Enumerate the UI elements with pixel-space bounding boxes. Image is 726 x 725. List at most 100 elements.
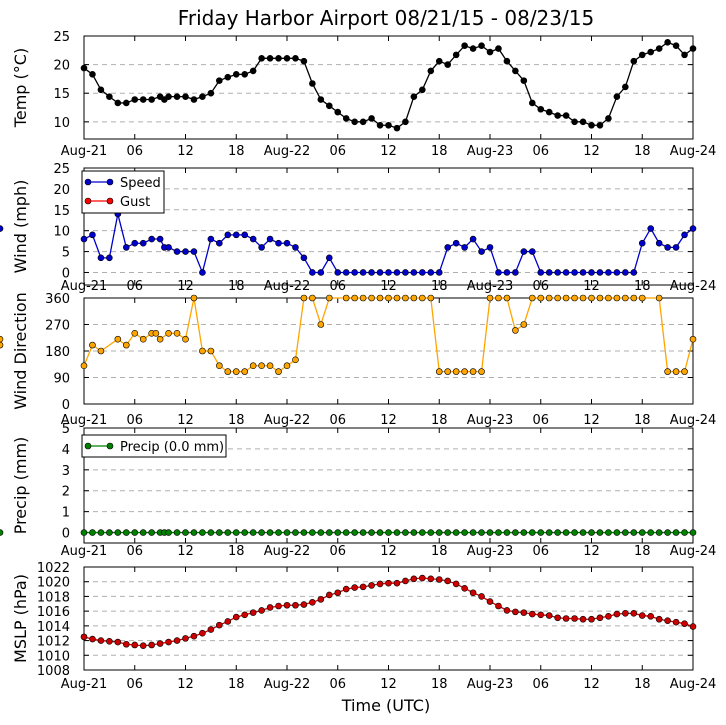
data-point [495, 294, 502, 302]
data-point [224, 73, 232, 81]
data-point [376, 294, 384, 302]
y-tick-label: 1022 [37, 561, 70, 576]
data-point [317, 529, 325, 536]
data-point [419, 574, 426, 582]
data-point [241, 71, 249, 78]
data-point [655, 615, 663, 623]
data-point [165, 638, 172, 646]
y-tick-label: 25 [53, 162, 70, 177]
legend-marker [84, 178, 92, 186]
data-point [647, 225, 655, 232]
data-point [368, 529, 375, 536]
data-point [283, 529, 291, 536]
x-tick-label: 06 [329, 677, 346, 692]
data-point [495, 602, 502, 610]
data-point [249, 529, 257, 536]
data-point [106, 93, 113, 100]
data-point [469, 235, 477, 243]
x-axis-label: Time (UTC) [341, 696, 430, 715]
data-point [419, 86, 426, 94]
y-tick-label: 1014 [37, 620, 70, 635]
data-point [664, 368, 671, 375]
data-point [376, 269, 384, 276]
data-point [622, 269, 629, 276]
data-point [461, 368, 468, 375]
data-point [266, 55, 274, 62]
data-point [376, 121, 384, 129]
y-axis-label: Wind Direction [11, 292, 30, 410]
data-point [562, 615, 570, 622]
legend-marker [106, 442, 114, 450]
data-point [571, 294, 578, 302]
data-point [461, 585, 468, 592]
data-point [317, 321, 325, 328]
data-point [681, 231, 688, 239]
data-point [537, 294, 545, 302]
data-point [232, 71, 240, 78]
y-tick-label: 5 [62, 422, 70, 437]
data-point [266, 235, 274, 243]
x-tick-label: 06 [532, 144, 549, 159]
data-point [444, 244, 452, 251]
data-point [664, 529, 671, 536]
data-point [232, 368, 240, 375]
x-tick-label: Aug-22 [264, 279, 311, 294]
legend-marker [84, 197, 92, 205]
data-point [486, 244, 494, 251]
x-tick-label: 06 [126, 279, 143, 294]
data-point [638, 239, 646, 247]
data-point [689, 335, 697, 343]
x-tick-label: 18 [634, 677, 651, 692]
data-point [562, 112, 570, 119]
data-point [207, 235, 215, 243]
data-point [165, 529, 172, 536]
data-point [199, 529, 206, 536]
data-point [131, 641, 139, 649]
data-point [402, 294, 409, 302]
data-point [554, 112, 561, 119]
data-point [435, 57, 443, 65]
data-point [258, 244, 265, 251]
data-point [148, 641, 155, 649]
x-tick-label: 12 [380, 677, 397, 692]
y-tick-label: 4 [62, 443, 70, 458]
data-point [131, 96, 139, 103]
data-point [596, 269, 604, 276]
data-point [664, 617, 671, 625]
data-point [596, 529, 604, 536]
x-tick-label: 18 [634, 544, 651, 559]
data-point [469, 529, 477, 536]
x-tick-label: 18 [431, 677, 448, 692]
data-point [207, 626, 215, 633]
data-point [368, 294, 375, 302]
data-point [165, 244, 172, 251]
data-point [512, 269, 519, 276]
data-point [156, 235, 164, 243]
data-point [216, 77, 223, 84]
y-tick-label: 0 [62, 266, 70, 281]
data-point [122, 341, 130, 349]
y-tick-label: 1020 [37, 576, 70, 591]
data-point [672, 368, 680, 375]
x-tick-label: 18 [431, 413, 448, 428]
y-tick-label: 1018 [37, 590, 70, 605]
data-point [613, 93, 621, 100]
data-point [385, 121, 392, 129]
data-point [334, 269, 342, 276]
data-point [672, 42, 680, 50]
x-tick-label: 06 [532, 413, 549, 428]
data-point [122, 640, 130, 648]
x-tick-label: 06 [532, 544, 549, 559]
data-point [292, 55, 299, 62]
chart-title: Friday Harbor Airport 08/21/15 - 08/23/1… [178, 6, 594, 30]
data-point [630, 57, 638, 65]
y-tick-label: 15 [53, 87, 70, 102]
x-tick-label: Aug-22 [264, 144, 311, 159]
data-point [114, 638, 122, 646]
data-point [97, 637, 105, 644]
data-point [325, 529, 333, 536]
data-point [351, 529, 358, 536]
data-point [478, 42, 485, 50]
data-point [647, 612, 655, 620]
panel-direction: 0 90 180 270 360 Aug-21 06 12 18 Aug-22 06 12 18 Aug-… [0, 292, 716, 428]
